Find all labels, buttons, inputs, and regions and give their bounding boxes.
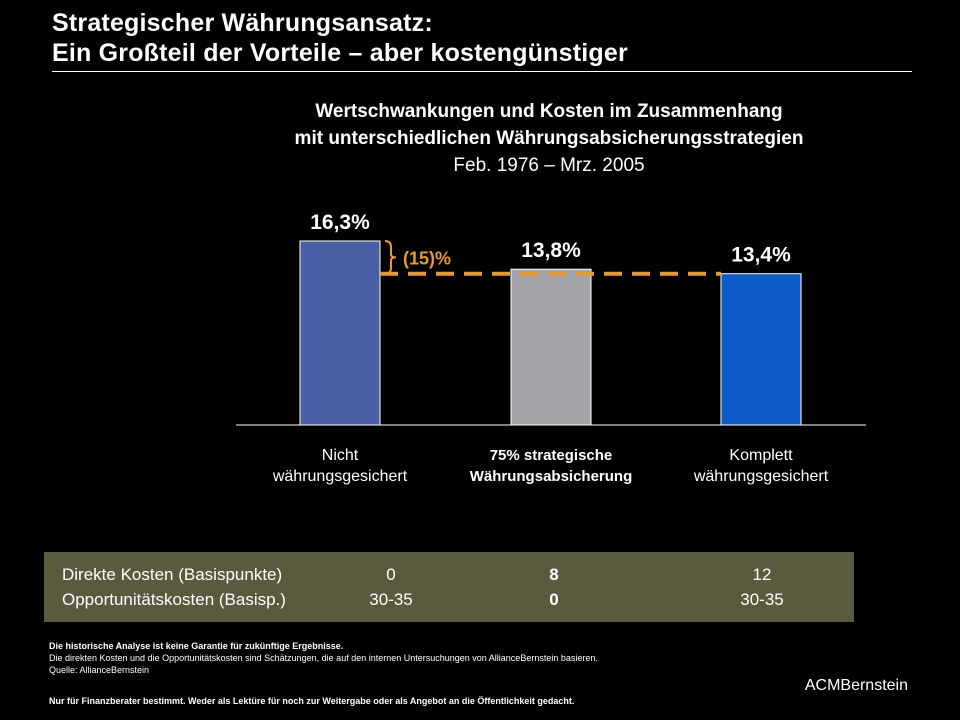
cost-table: Direkte Kosten (Basispunkte) 0 8 12 Oppo…	[44, 552, 854, 622]
category-label: Komplett	[729, 447, 793, 464]
source-note: Quelle: AllianceBernstein	[49, 665, 150, 675]
cost-cell: 30-35	[369, 590, 413, 609]
cost-cell: 0	[386, 565, 396, 584]
cost-cell: 30-35	[740, 590, 784, 609]
slide-title: Strategischer Währungsansatz: Ein Großte…	[52, 8, 912, 68]
footnotes: Die historische Analyse ist keine Garant…	[49, 640, 598, 676]
company-logo: ACMBernstein	[804, 677, 908, 694]
category-label: währungsgesichert	[272, 468, 408, 485]
estimate-note: Die direkten Kosten und die Opportunität…	[49, 653, 598, 663]
bar-chart: 16,3% Nicht währungsgesichert 13,8% 75% stra…	[236, 211, 866, 485]
bar	[510, 268, 592, 426]
cost-cell: 0	[549, 590, 559, 609]
category-label: Nicht	[322, 447, 359, 464]
chart-period: Feb. 1976 – Mrz. 2005	[453, 155, 645, 176]
footer-disclaimer: Nur für Finanzberater bestimmt. Weder al…	[49, 696, 575, 706]
cost-row-label: Opportunitätskosten (Basisp.)	[62, 590, 286, 609]
category-label: währungsgesichert	[693, 468, 829, 485]
cost-cell: 8	[549, 565, 559, 584]
category-label: 75% strategische	[490, 447, 613, 464]
bar	[720, 273, 802, 426]
data-label: 13,4%	[731, 244, 791, 267]
category-label: Währungsabsicherung	[470, 468, 633, 485]
data-label: 13,8%	[521, 239, 581, 262]
bar	[299, 240, 381, 426]
slide-title-line-2: Ein Großteil der Vorteile – aber kosteng…	[52, 39, 628, 67]
brace-icon	[384, 240, 397, 275]
slide-title-line-1: Strategischer Währungsansatz:	[52, 9, 433, 37]
chart-title-line-2: mit unterschiedlichen Währungsabsicherun…	[294, 128, 804, 149]
data-label: 16,3%	[310, 211, 370, 234]
title-divider	[52, 71, 912, 72]
cost-cell: 12	[752, 565, 772, 584]
disclaimer-note: Die historische Analyse ist keine Garant…	[49, 641, 344, 651]
chart-title-line-1: Wertschwankungen und Kosten im Zusammenh…	[315, 101, 783, 122]
cost-row-label: Direkte Kosten (Basispunkte)	[62, 565, 283, 584]
difference-annotation: (15)%	[403, 248, 451, 268]
chart-heading: Wertschwankungen und Kosten im Zusammenh…	[186, 98, 912, 179]
